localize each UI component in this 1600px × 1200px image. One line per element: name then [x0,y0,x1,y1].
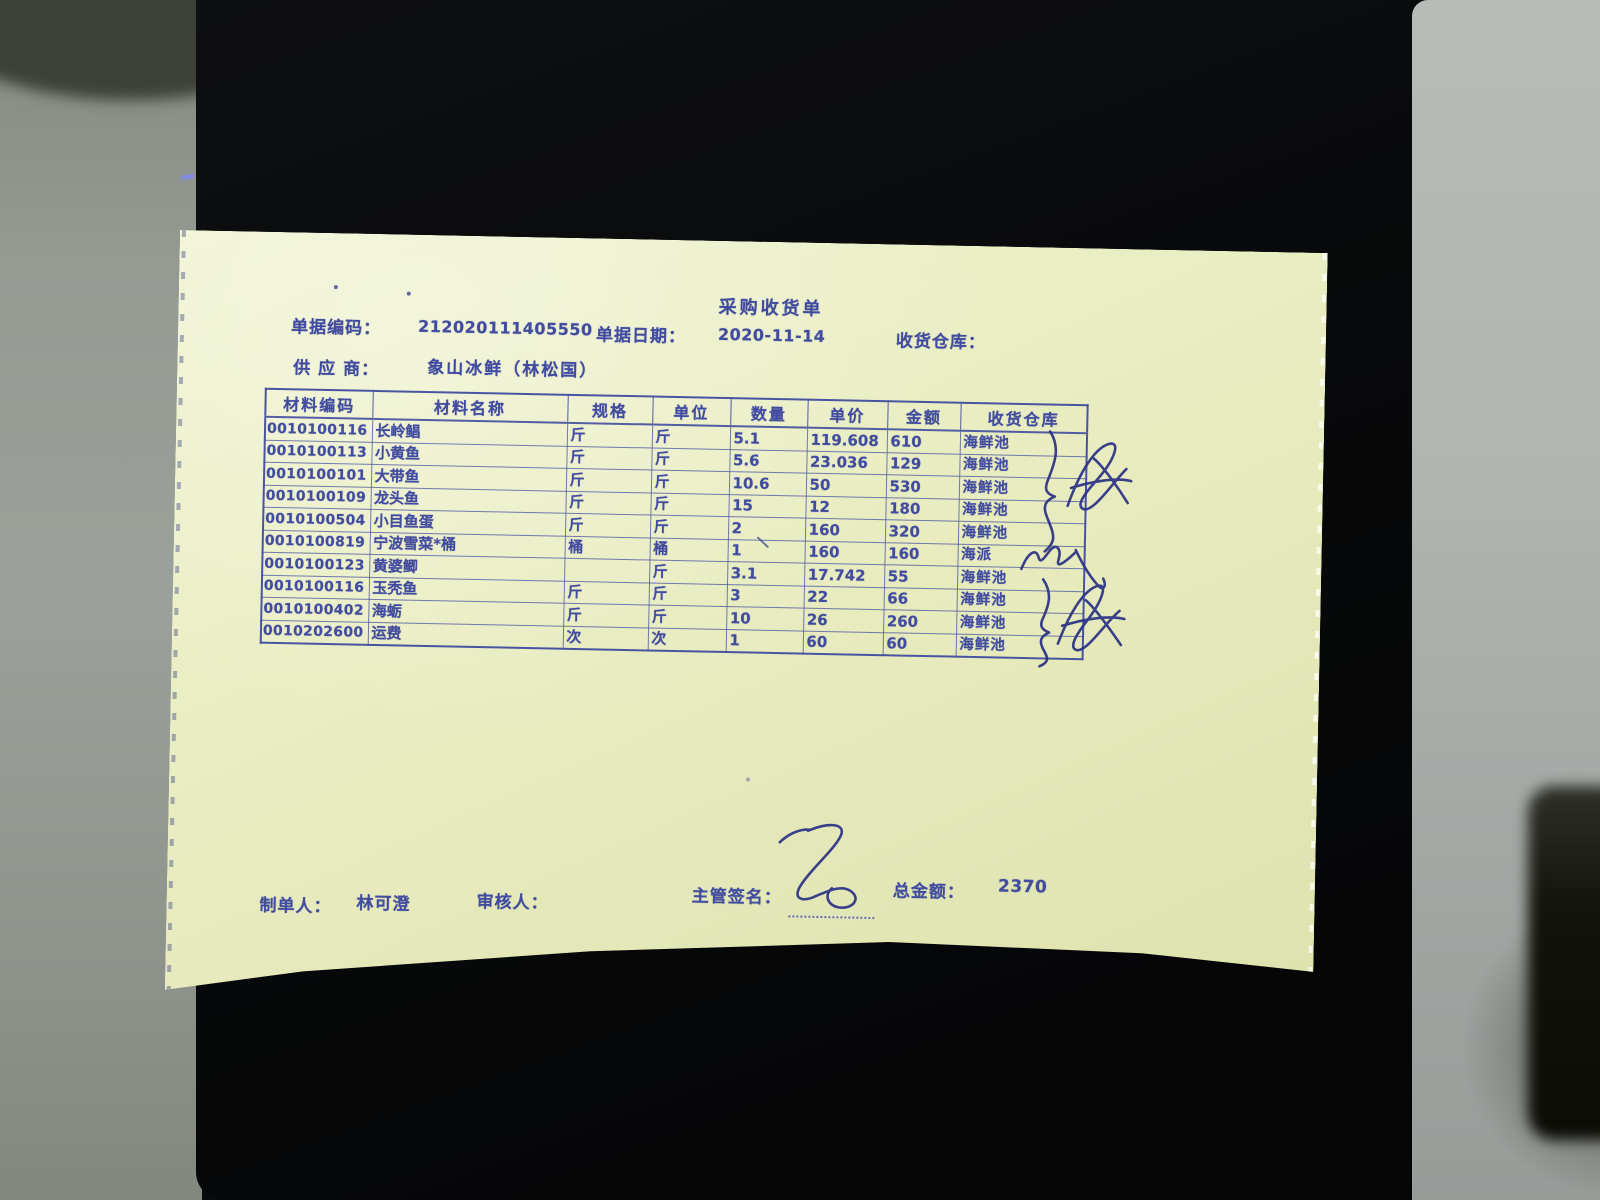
receipt-paper: 采购收货单 单据编码： 212020111405550 单据日期： 2020-1… [165,230,1328,1013]
dark-object-right [1528,786,1600,1140]
handwritten-brace-rows-1-5 [1044,431,1056,551]
desk-surface-right [1412,0,1600,1200]
handwritten-signature-2 [1058,585,1125,651]
dark-object-top-left [0,0,202,100]
handwritten-scribble-row-6 [1021,546,1105,588]
handwritten-supervisor-signature [779,824,857,908]
handwritten-stray-mark [758,538,768,547]
handwritten-signature-1 [1068,443,1132,511]
handwriting-layer [165,230,1328,1013]
handwritten-brace-rows-8-10 [1039,579,1050,666]
desk-surface-left [0,0,202,1200]
